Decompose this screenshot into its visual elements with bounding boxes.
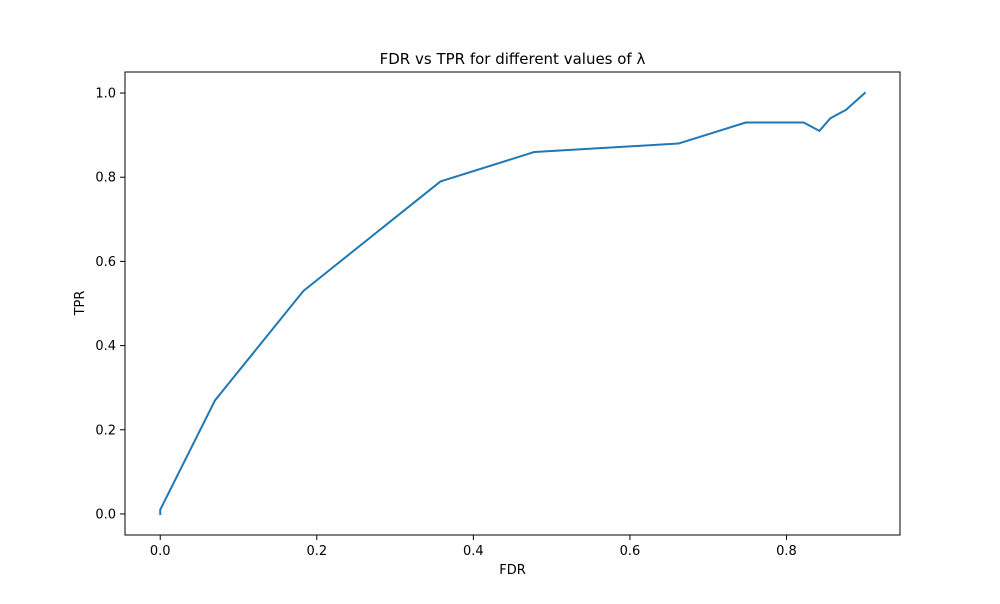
x-tick-label: 0.2 [306, 544, 327, 559]
chart-title: FDR vs TPR for different values of λ [380, 50, 646, 68]
y-axis-ticks: 0.0 0.2 0.4 0.6 0.8 1.0 [95, 87, 125, 522]
y-tick-label: 0.2 [95, 423, 116, 438]
y-tick-label: 0.6 [95, 255, 116, 270]
series-line [159, 91, 867, 515]
y-tick-label: 0.0 [95, 507, 116, 522]
x-axis-label: FDR [499, 563, 526, 578]
axes-frame [124, 71, 901, 536]
plot-area [124, 71, 901, 536]
y-axis-label: TPR [73, 291, 88, 317]
x-axis-ticks: 0.0 0.2 0.4 0.6 0.8 [150, 535, 797, 559]
y-tick-label: 0.4 [95, 339, 116, 354]
x-tick-label: 0.8 [776, 544, 797, 559]
x-tick-label: 0.6 [620, 544, 641, 559]
y-tick-label: 1.0 [95, 87, 116, 102]
x-tick-label: 0.4 [463, 544, 484, 559]
x-tick-label: 0.0 [150, 544, 171, 559]
y-tick-label: 0.8 [95, 171, 116, 186]
